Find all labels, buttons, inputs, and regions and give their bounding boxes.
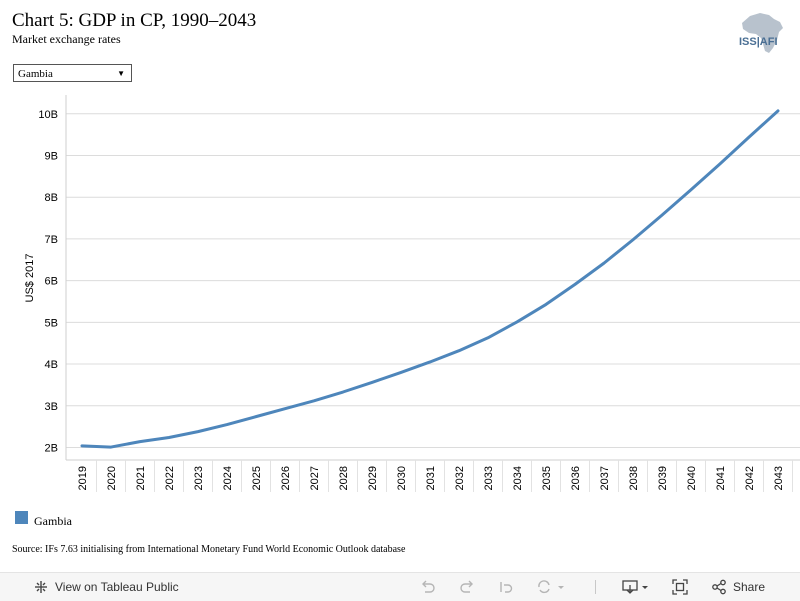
x-tick-label: 2024 [222,466,234,490]
x-tick-label: 2020 [106,466,118,490]
x-tick-label: 2041 [715,466,727,490]
x-tick-label: 2027 [309,466,321,490]
x-tick-label: 2037 [599,466,611,490]
y-tick-label: 5B [45,317,58,329]
x-tick-label: 2028 [338,466,350,490]
undo-button[interactable] [420,573,436,601]
chart-subtitle: Market exchange rates [12,32,121,46]
undo-icon [422,580,435,593]
series-layer [80,109,780,449]
x-tick-label: 2029 [367,466,379,490]
legend-label[interactable]: Gambia [34,514,72,528]
chart-title: Chart 5: GDP in CP, 1990–2043 [12,10,257,31]
view-on-tableau-label: View on Tableau Public [55,580,179,594]
share-button[interactable]: Share [711,573,765,601]
gdp-line-chart: 2B 3B 4B 5B 6B 7B 8B 9B 10B 2019 2020 2021 2022 2023… [24,95,800,492]
download-icon [622,580,648,594]
download-button[interactable] [622,573,652,601]
y-tick-label: 8B [45,192,58,204]
x-tick-label: 2032 [454,466,466,490]
country-filter-dropdown[interactable]: Gambia ▼ [13,64,132,82]
refresh-icon [538,580,564,594]
x-tick-label: 2030 [396,466,408,490]
series-line-gambia[interactable] [80,109,780,449]
revert-button[interactable] [498,573,514,601]
x-tick-label: 2039 [657,466,669,490]
y-tick-label: 4B [45,359,58,371]
iss-africa-logo: ISS|AFI [736,10,792,56]
x-tick-label: 2022 [164,466,176,490]
toolbar-divider [595,573,596,601]
refresh-button[interactable] [536,573,564,601]
x-tick-label: 2043 [773,466,785,490]
tableau-toolbar: View on Tableau Public Share [0,572,800,601]
x-tick-label: 2021 [135,466,147,490]
y-axis-label: US$ 2017 [24,254,36,303]
x-tick-label: 2034 [512,466,524,490]
africa-map-icon: ISS|AFI [739,13,783,53]
y-tick-labels: 2B 3B 4B 5B 6B 7B 8B 9B 10B [38,109,58,455]
share-icon [712,579,726,595]
x-tick-label: 2042 [744,466,756,490]
fullscreen-button[interactable] [672,573,688,601]
y-tick-label: 10B [38,109,58,121]
x-tick-label: 2019 [77,466,89,490]
x-tick-label: 2035 [541,466,553,490]
legend-swatch[interactable] [15,511,28,524]
source-note: Source: IFs 7.63 initialising from Inter… [12,544,406,555]
x-tick-label: 2038 [628,466,640,490]
fullscreen-icon [672,579,688,595]
y-tick-label: 3B [45,401,58,413]
redo-button[interactable] [459,573,475,601]
x-tick-label: 2031 [425,466,437,490]
x-tick-label: 2023 [193,466,205,490]
dropdown-arrow-icon[interactable]: ▼ [117,69,125,78]
x-tick-label: 2026 [280,466,292,490]
x-tick-label: 2033 [483,466,495,490]
logo-text: ISS|AFI [739,36,778,48]
y-tick-label: 2B [45,442,58,454]
revert-icon [500,582,513,593]
y-tick-label: 6B [45,276,58,288]
y-tick-label: 9B [45,150,58,162]
x-tick-label: 2025 [251,466,263,490]
share-label: Share [733,580,766,594]
country-filter-value: Gambia [18,68,53,80]
view-on-tableau-button[interactable]: View on Tableau Public [33,573,179,601]
x-tick-label: 2040 [686,466,698,490]
y-tick-label: 7B [45,234,58,246]
tableau-logo-icon [35,581,47,593]
gridlines [66,113,800,448]
x-tick-label: 2036 [570,466,582,490]
redo-icon [460,580,473,593]
x-tick-labels: 2019 2020 2021 2022 2023 2024 2025 2026 2027 2028… [77,460,793,492]
